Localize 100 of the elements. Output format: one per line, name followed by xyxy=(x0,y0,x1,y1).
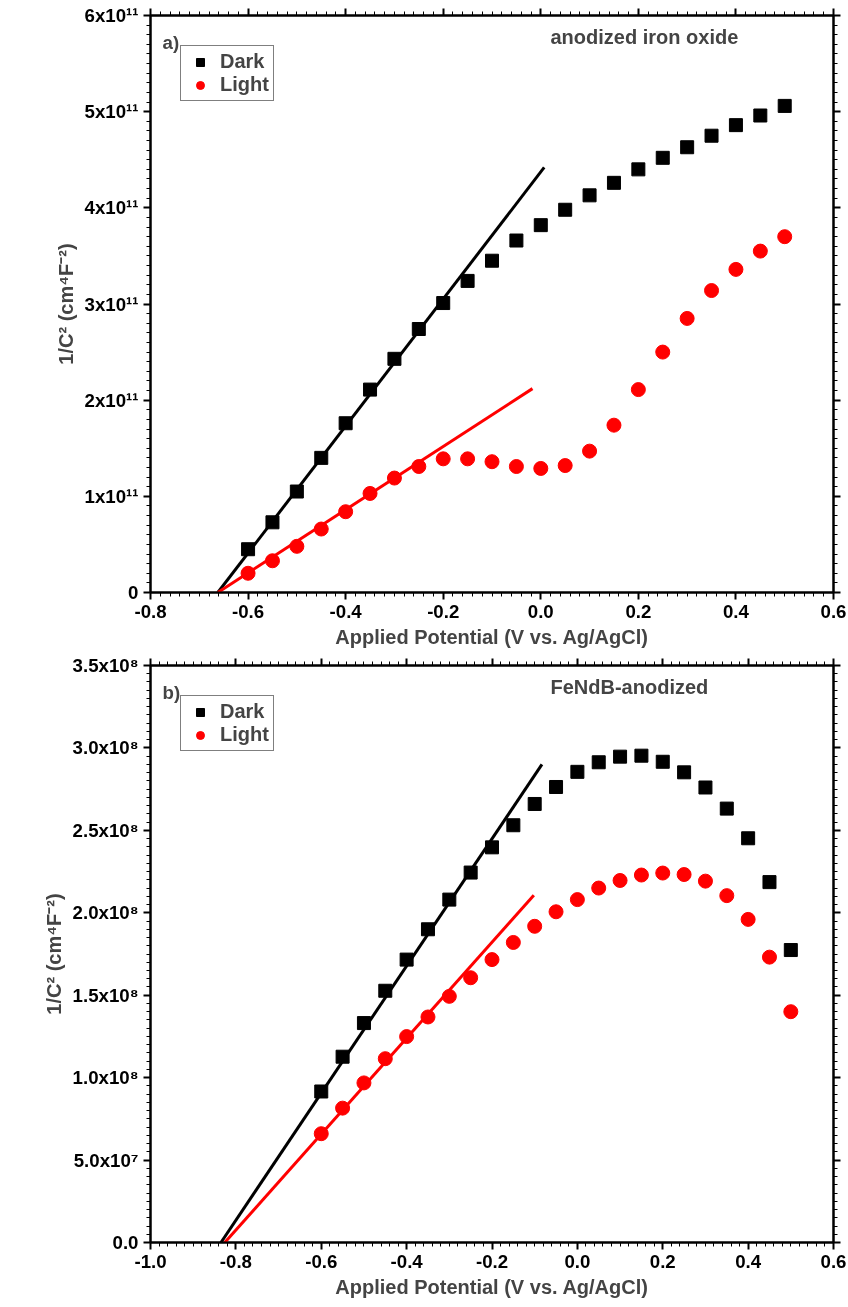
point xyxy=(582,188,597,203)
point xyxy=(655,150,670,165)
point xyxy=(704,283,720,299)
y-tick-label: 5x10¹¹ xyxy=(84,101,139,123)
x-tick-label: -0.8 xyxy=(219,1250,252,1272)
y-tick-label: 2.5x10⁸ xyxy=(72,819,139,841)
x-tick-label: 0.2 xyxy=(649,1250,676,1272)
x-tick-label: -0.6 xyxy=(232,600,265,622)
point xyxy=(527,796,542,811)
x-tick-label: -0.2 xyxy=(427,600,460,622)
point xyxy=(762,875,777,890)
x-tick-label: 0.6 xyxy=(820,1250,847,1272)
point xyxy=(612,872,628,888)
point xyxy=(719,801,734,816)
y-axis-title: 1/C² (cm⁴F⁻²) xyxy=(42,893,65,1015)
legend-label: Dark xyxy=(220,700,265,723)
point xyxy=(569,892,585,908)
point xyxy=(753,108,768,123)
point xyxy=(548,904,564,920)
x-tick-label: 0.0 xyxy=(564,1250,591,1272)
point xyxy=(679,310,695,326)
annotation: b) xyxy=(162,681,181,703)
annotation: a) xyxy=(162,31,180,53)
y-tick-label: 3x10¹¹ xyxy=(84,293,139,315)
point xyxy=(508,459,524,475)
point xyxy=(655,865,671,881)
point xyxy=(582,443,598,459)
x-tick-label: 0.4 xyxy=(735,1250,762,1272)
point xyxy=(463,970,479,986)
legend-label: Light xyxy=(220,723,269,746)
x-tick-label: -0.8 xyxy=(134,600,167,622)
y-tick-label: 6x10¹¹ xyxy=(84,5,139,26)
x-axis-title: Applied Potential (V vs. Ag/AgCl) xyxy=(335,1275,648,1298)
point xyxy=(460,273,475,288)
point xyxy=(399,952,414,967)
x-tick-label: 0.4 xyxy=(722,600,750,622)
point xyxy=(728,118,743,133)
point xyxy=(631,162,646,177)
y-tick-label: 1.0x10⁸ xyxy=(72,1067,139,1089)
point xyxy=(783,943,798,958)
point xyxy=(634,748,649,763)
point xyxy=(606,175,621,190)
x-tick-label: -0.4 xyxy=(329,600,363,622)
point xyxy=(655,344,671,360)
point xyxy=(509,233,524,248)
point xyxy=(460,451,476,467)
x-tick-label: 0.0 xyxy=(527,600,554,622)
point xyxy=(698,780,713,795)
point xyxy=(533,218,548,233)
y-tick-label: 2.0x10⁸ xyxy=(72,902,139,924)
point xyxy=(761,949,777,965)
x-tick-label: -0.4 xyxy=(390,1250,424,1272)
point xyxy=(630,382,646,398)
point xyxy=(484,952,500,968)
x-axis-title: Applied Potential (V vs. Ag/AgCl) xyxy=(335,625,648,648)
legend-label: Dark xyxy=(220,50,265,73)
y-tick-label: 0 xyxy=(128,582,139,603)
point xyxy=(777,98,792,113)
point xyxy=(741,831,756,846)
point xyxy=(549,780,564,794)
point xyxy=(677,765,692,780)
point xyxy=(752,243,768,259)
point xyxy=(557,458,573,474)
point xyxy=(505,934,521,950)
x-tick-label: -0.2 xyxy=(475,1250,509,1272)
point xyxy=(558,202,573,217)
point xyxy=(680,140,695,155)
point xyxy=(704,128,719,143)
point xyxy=(591,755,606,770)
point xyxy=(676,867,692,883)
point xyxy=(533,460,549,476)
point xyxy=(527,918,543,934)
y-tick-label: 3.0x10⁸ xyxy=(72,737,139,759)
point xyxy=(485,253,499,268)
point xyxy=(484,454,500,470)
y-axis-title: 1/C² (cm⁴F⁻²) xyxy=(54,243,77,365)
text: FeNdB-anodized xyxy=(550,675,709,698)
point xyxy=(435,451,451,467)
x-tick-label: 0.6 xyxy=(820,600,847,622)
point xyxy=(506,818,521,833)
y-tick-label: 5.0x10⁷ xyxy=(73,1149,139,1171)
point xyxy=(570,764,585,779)
x-tick-label: -1.0 xyxy=(134,1250,167,1272)
point xyxy=(777,229,793,245)
point xyxy=(655,754,670,769)
point xyxy=(697,873,713,889)
point xyxy=(719,888,735,904)
x-tick-label: 0.2 xyxy=(625,600,652,622)
legend-label: Light xyxy=(220,73,269,96)
y-tick-label: 1x10¹¹ xyxy=(84,485,139,507)
point xyxy=(591,880,607,896)
y-tick-label: 3.5x10⁸ xyxy=(72,655,139,676)
y-tick-label: 0.0 xyxy=(112,1232,139,1253)
point xyxy=(783,1004,799,1020)
point xyxy=(633,867,649,883)
point xyxy=(606,417,622,433)
x-tick-label: -0.6 xyxy=(305,1250,338,1272)
y-tick-label: 4x10¹¹ xyxy=(84,197,139,219)
point xyxy=(613,749,628,764)
y-tick-label: 2x10¹¹ xyxy=(84,389,139,411)
